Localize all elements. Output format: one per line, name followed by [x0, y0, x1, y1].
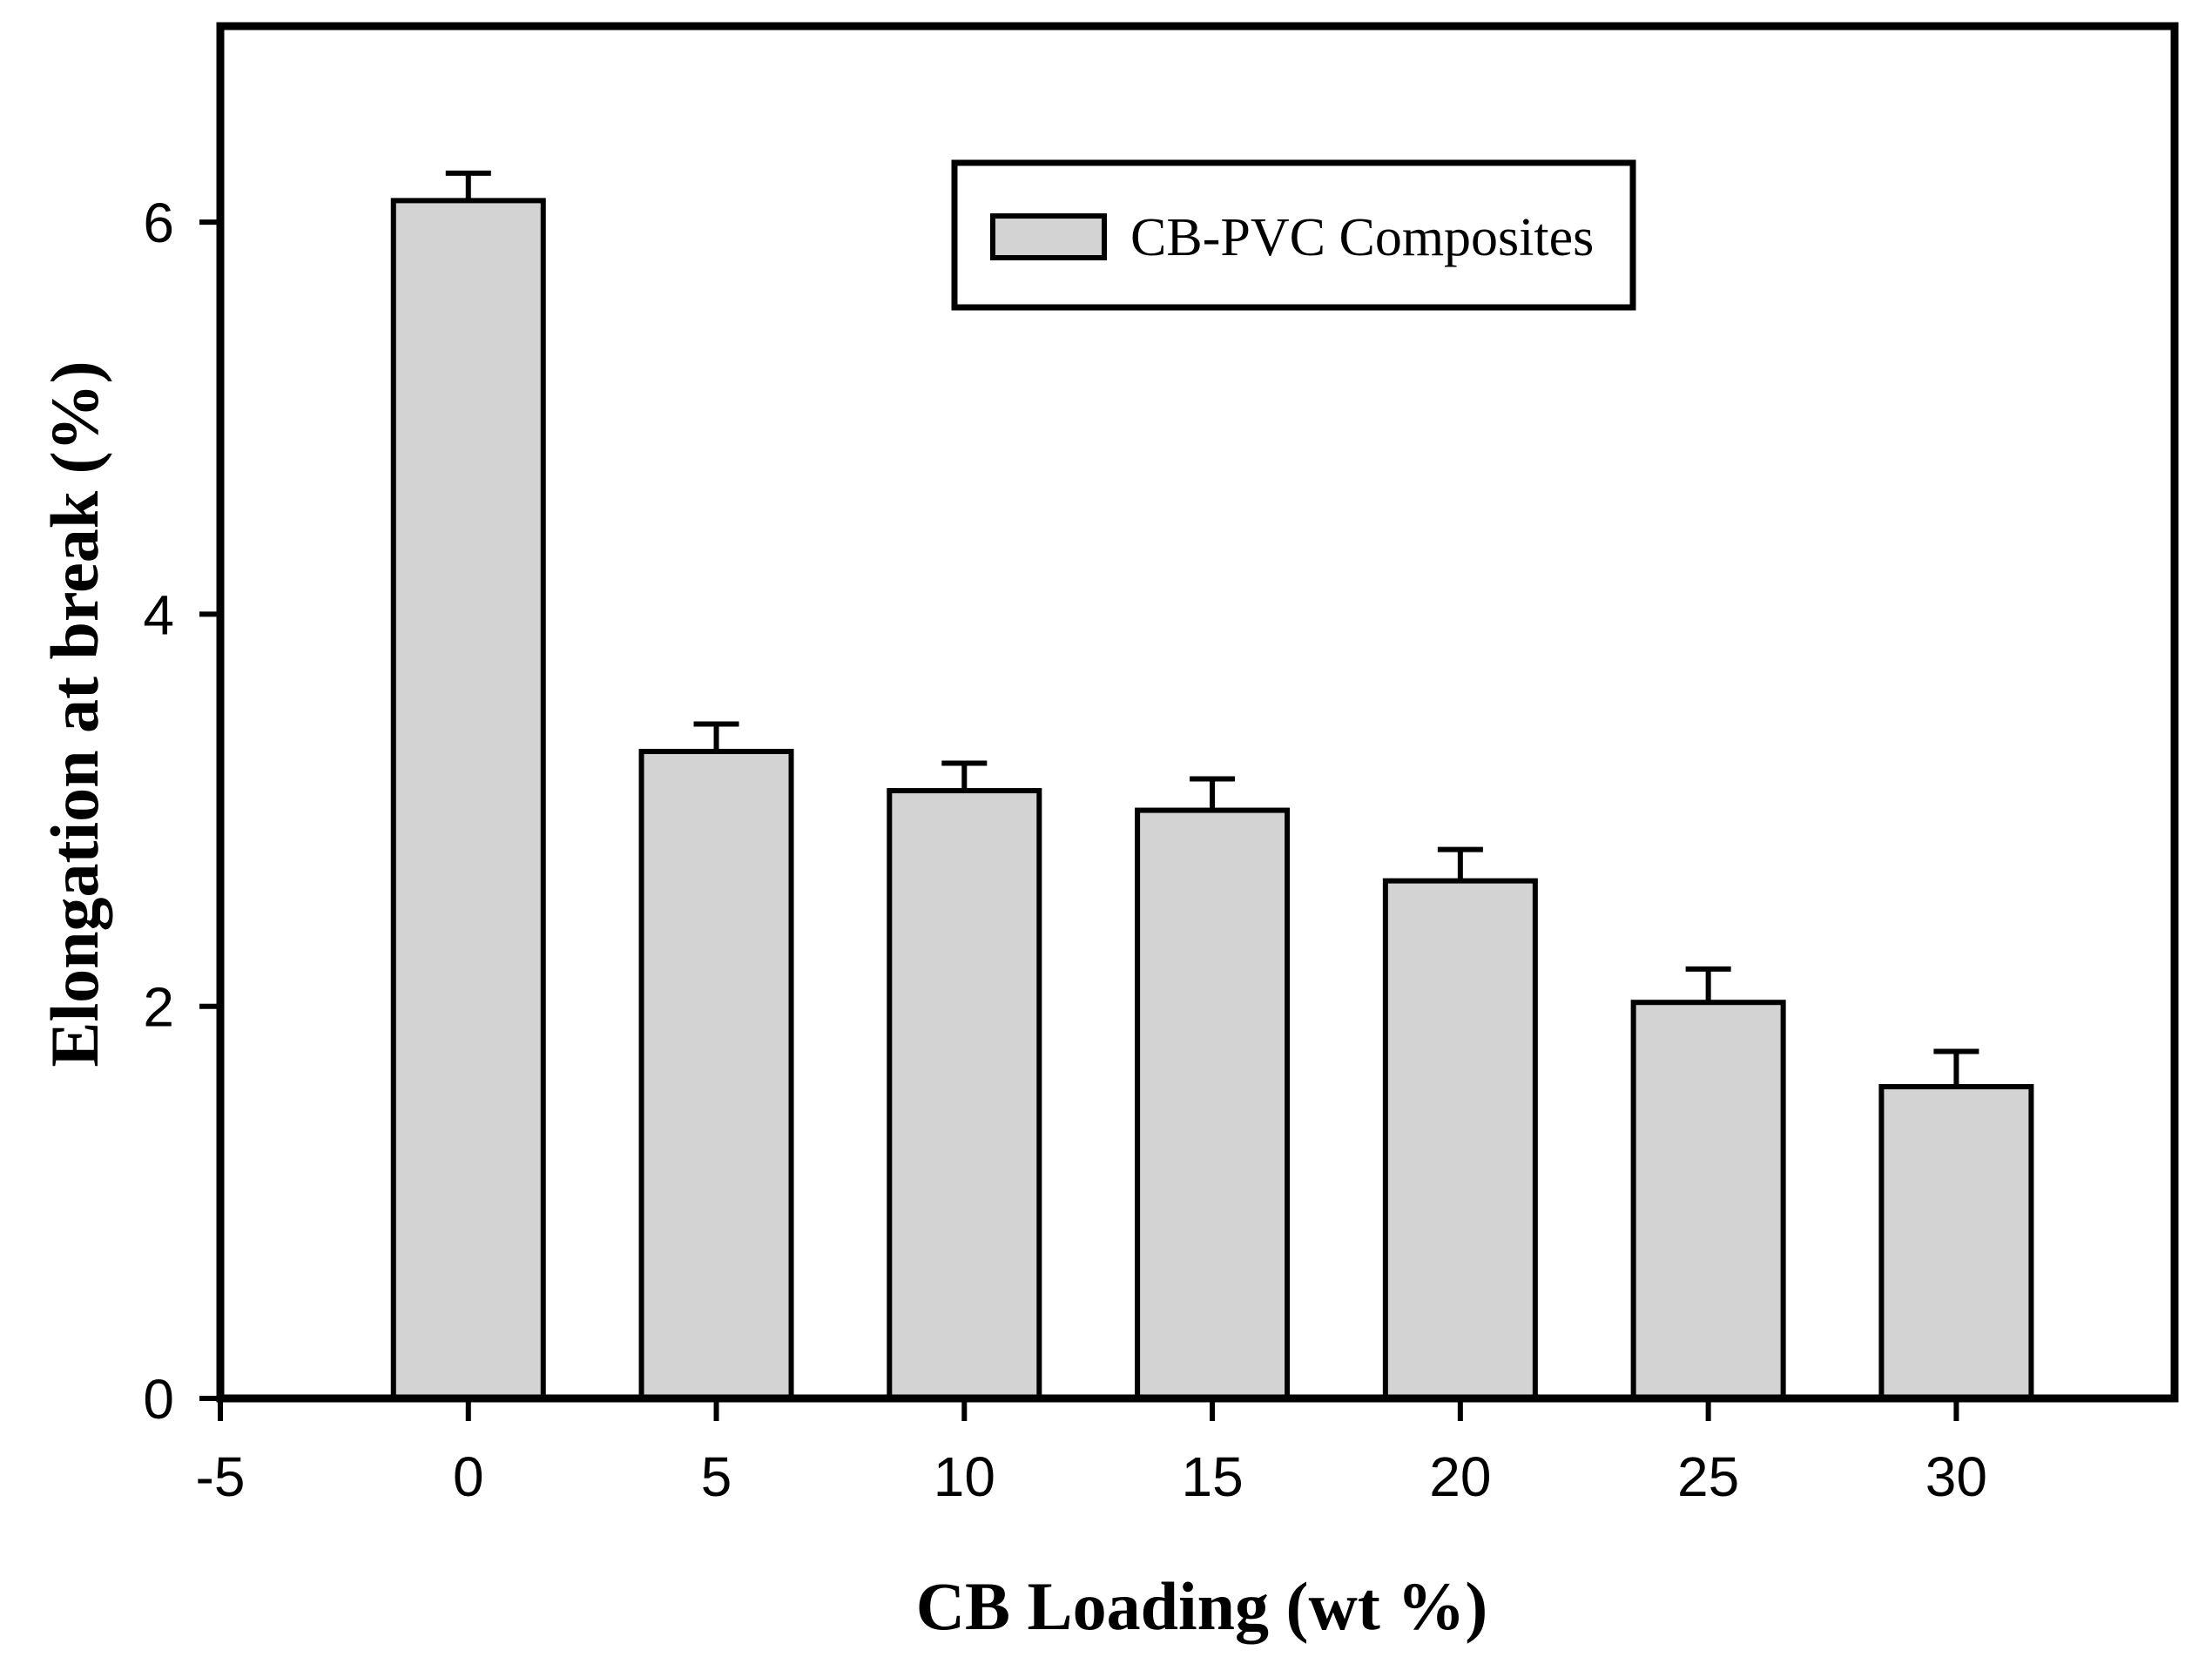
y-tick-label-4: 4 [143, 583, 174, 646]
plot-area: 0 2 4 6 -5 0 5 10 15 20 25 30 [143, 22, 2179, 1508]
legend-label: CB-PVC Composites [1130, 208, 1594, 267]
y-tick-label-6: 6 [143, 192, 174, 254]
x-axis-title: CB Loading (wt %) [916, 1568, 1488, 1644]
x-tick-label-10: 10 [934, 1445, 995, 1508]
plot-frame [216, 22, 2179, 1403]
bar-5 [638, 749, 794, 1401]
y-tick-label-0: 0 [143, 1368, 174, 1431]
x-tick-label-20: 20 [1429, 1445, 1491, 1508]
bar-20 [1382, 878, 1538, 1401]
x-tick-label-25: 25 [1677, 1445, 1739, 1508]
x-tick-label-30: 30 [1925, 1445, 1987, 1508]
bar-0 [390, 198, 546, 1401]
bar-25 [1630, 1000, 1786, 1401]
bar-30 [1878, 1084, 2034, 1401]
x-tick-label-5: 5 [701, 1445, 732, 1508]
y-tick-label-2: 2 [143, 976, 174, 1039]
x-tick-label-15: 15 [1181, 1445, 1243, 1508]
x-tick-label--5: -5 [196, 1445, 246, 1508]
x-tick-label-0: 0 [453, 1445, 484, 1508]
bar-15 [1135, 807, 1291, 1401]
y-axis-title: Elongation at break (%) [37, 360, 112, 1067]
legend: CB-PVC Composites [951, 159, 1636, 311]
legend-swatch [990, 213, 1107, 260]
bar-10 [887, 788, 1042, 1401]
